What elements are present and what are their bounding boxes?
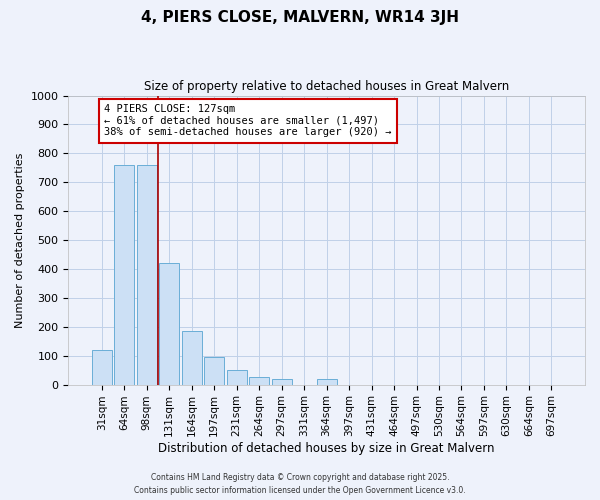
Y-axis label: Number of detached properties: Number of detached properties bbox=[15, 152, 25, 328]
Bar bbox=[227, 370, 247, 384]
Bar bbox=[249, 378, 269, 384]
Bar bbox=[137, 165, 157, 384]
Bar bbox=[204, 357, 224, 384]
X-axis label: Distribution of detached houses by size in Great Malvern: Distribution of detached houses by size … bbox=[158, 442, 495, 455]
Bar bbox=[182, 331, 202, 384]
Title: Size of property relative to detached houses in Great Malvern: Size of property relative to detached ho… bbox=[144, 80, 509, 93]
Bar bbox=[92, 350, 112, 384]
Text: Contains HM Land Registry data © Crown copyright and database right 2025.
Contai: Contains HM Land Registry data © Crown c… bbox=[134, 474, 466, 495]
Text: 4 PIERS CLOSE: 127sqm
← 61% of detached houses are smaller (1,497)
38% of semi-d: 4 PIERS CLOSE: 127sqm ← 61% of detached … bbox=[104, 104, 392, 138]
Bar bbox=[317, 379, 337, 384]
Bar bbox=[159, 263, 179, 384]
Bar bbox=[114, 165, 134, 384]
Bar bbox=[272, 379, 292, 384]
Text: 4, PIERS CLOSE, MALVERN, WR14 3JH: 4, PIERS CLOSE, MALVERN, WR14 3JH bbox=[141, 10, 459, 25]
